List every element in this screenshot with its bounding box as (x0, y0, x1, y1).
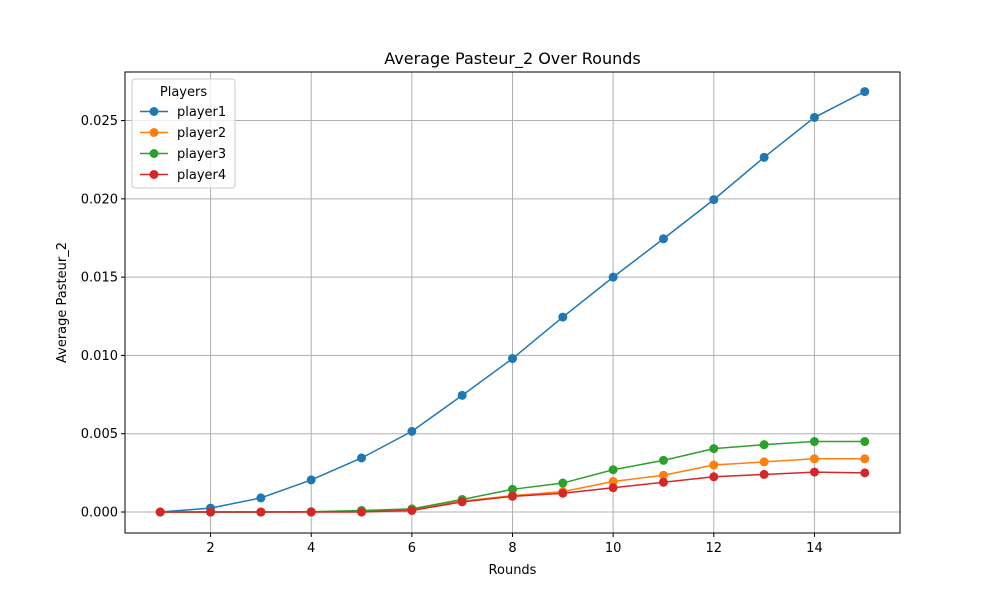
x-axis-ticks: 2 4 6 8 10 12 14 (206, 533, 823, 556)
x-tick-label: 12 (706, 541, 723, 556)
data-point-player4 (709, 472, 719, 482)
data-point-player4 (809, 467, 819, 477)
series-player4 (155, 467, 870, 517)
data-point-player4 (155, 507, 165, 517)
data-point-player3 (508, 484, 517, 494)
data-point-player4 (407, 505, 417, 515)
data-point-player2 (658, 470, 668, 480)
x-tick-label: 6 (408, 541, 416, 556)
data-point-player4 (759, 469, 769, 479)
y-tick-label: 0.020 (81, 192, 118, 207)
legend-items: player1 player2 player3 player4 (140, 105, 226, 183)
data-point-player1 (809, 112, 819, 122)
legend-title: Players (160, 85, 207, 100)
x-tick-label: 4 (307, 541, 315, 556)
data-point-player4 (608, 483, 618, 493)
x-tick-label: 10 (605, 541, 622, 556)
legend-item-player3: player3 (140, 147, 226, 162)
data-point-player4 (457, 497, 467, 507)
legend-label: player3 (177, 147, 226, 162)
legend-item-player4: player4 (140, 168, 226, 183)
data-point-player4 (658, 477, 668, 487)
data-point-player3 (658, 455, 668, 465)
data-point-player4 (508, 491, 517, 501)
plot-series (155, 87, 870, 517)
legend-label: player4 (177, 168, 226, 183)
data-point-player4 (860, 468, 870, 478)
y-tick-label: 0.000 (81, 506, 118, 521)
legend-item-player2: player2 (140, 126, 226, 141)
y-tick-label: 0.015 (81, 271, 118, 286)
data-point-player2 (608, 476, 618, 486)
data-point-player1 (457, 390, 467, 400)
legend-box (131, 78, 236, 189)
legend-label: player1 (177, 105, 226, 120)
x-axis-label: Rounds (489, 563, 537, 578)
axes-frame (124, 71, 901, 534)
data-point-player1 (759, 152, 769, 162)
data-point-player4 (558, 488, 568, 498)
y-tick-label: 0.010 (81, 349, 118, 364)
data-point-player3 (809, 437, 819, 447)
data-point-player2 (709, 460, 719, 470)
y-axis-ticks: 0.000 0.005 0.010 0.015 0.020 0.025 (81, 114, 125, 521)
x-tick-label: 14 (806, 541, 823, 556)
data-point-player3 (709, 444, 719, 454)
data-point-player1 (357, 453, 367, 463)
legend-marker (149, 149, 159, 158)
data-point-player4 (306, 507, 316, 517)
legend-marker (149, 170, 159, 179)
data-point-player3 (759, 440, 769, 450)
data-point-player2 (860, 454, 870, 464)
legend-item-player1: player1 (140, 105, 226, 120)
data-point-player1 (256, 493, 266, 503)
data-point-player1 (860, 87, 870, 97)
chart-title: Average Pasteur_2 Over Rounds (384, 49, 641, 69)
data-point-player2 (759, 457, 769, 467)
legend-label: player2 (177, 126, 226, 141)
data-point-player4 (206, 507, 216, 517)
data-point-player4 (357, 507, 367, 517)
x-tick-label: 2 (206, 541, 214, 556)
data-point-player3 (860, 437, 870, 447)
y-tick-label: 0.005 (81, 427, 118, 442)
data-point-player3 (558, 478, 568, 488)
y-axis-label: Average Pasteur_2 (55, 242, 70, 363)
x-tick-label: 8 (508, 541, 516, 556)
y-tick-label: 0.025 (81, 114, 118, 129)
data-point-player3 (608, 465, 618, 475)
data-point-player1 (709, 195, 719, 205)
data-point-player1 (658, 234, 668, 244)
data-point-player1 (508, 354, 517, 364)
data-point-player4 (256, 507, 266, 517)
data-point-player2 (809, 454, 819, 464)
data-point-player1 (608, 272, 618, 282)
data-point-player1 (407, 426, 417, 436)
data-point-player1 (306, 475, 316, 485)
legend-marker (149, 107, 159, 116)
legend-marker (149, 128, 159, 137)
data-point-player1 (558, 312, 568, 322)
legend: Players player1 player2 player3 player4 (131, 78, 236, 189)
